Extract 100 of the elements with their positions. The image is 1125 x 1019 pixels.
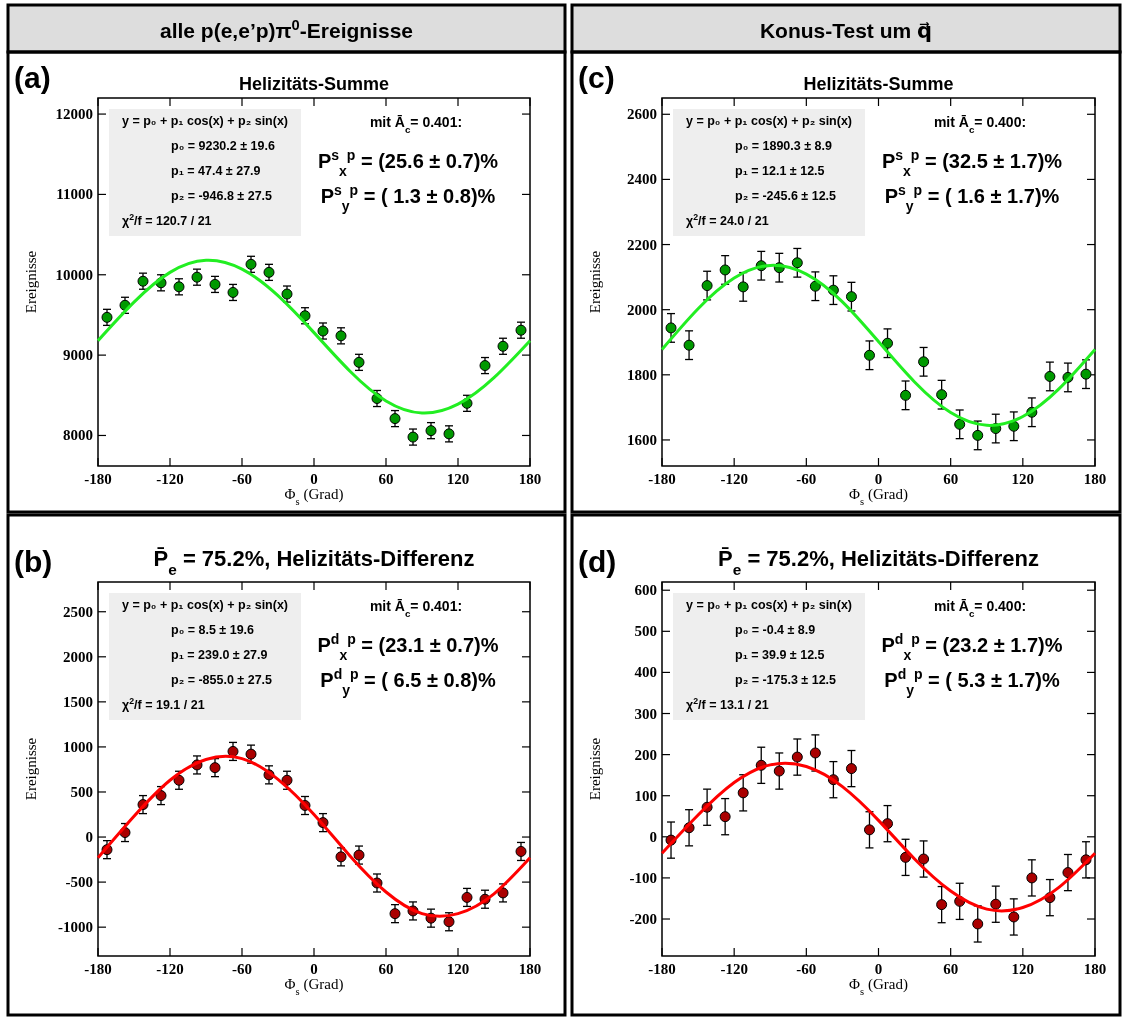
point [353,356,365,368]
point [173,774,185,786]
line-series [660,263,1097,427]
x-tick-label: 180 [1083,961,1107,977]
point [954,418,966,430]
x-tick-label: -120 [720,961,748,977]
x-tick-label: 0 [310,471,318,487]
point [1080,368,1092,380]
point [497,887,509,899]
annotation: y = p₀ + p₁ cos(x) + p₂ sin(x) [121,114,289,128]
x-tick-label: 120 [446,471,470,487]
chart-title: Helizitäts-Summe [238,74,390,94]
y-tick-label: 1800 [627,366,657,383]
text: (b) [14,545,53,578]
annotation: y = p₀ + p₁ cos(x) + p₂ sin(x) [685,114,853,128]
x-tick-label: -60 [796,961,817,977]
x-tick-label: 60 [943,961,959,977]
point [900,389,912,401]
annotation: χ$^{2}$/f = 24.0 / 21 [686,212,769,228]
point [665,322,677,334]
x-tick-label: 120 [446,961,470,977]
y-tick-label: 1000 [63,738,93,755]
point [882,337,894,349]
y-tick-label: -100 [629,869,657,886]
annotation: p₁ = 239.0 ± 27.9 [171,648,268,662]
annotation: p₀ = 9230.2 ± 19.6 [171,139,275,153]
y-tick-label: 2000 [627,301,657,318]
annotation: p₁ = 39.9 ± 12.5 [735,648,825,662]
x-tick-label: 0 [310,961,318,977]
annotation: p₀ = -0.4 ± 8.9 [735,623,816,637]
point [972,918,984,930]
y-tick-label: 200 [634,746,657,763]
point [863,349,875,361]
point [335,851,347,863]
text: (d) [578,545,617,578]
point [281,774,293,786]
line-series [96,258,532,415]
x-tick-label: 120 [1011,471,1035,487]
point [515,845,527,857]
point [936,899,948,911]
point [461,891,473,903]
text: (c) [578,61,615,94]
text: alle p(e,e’p)π$^{0}$-Ereignisse [160,17,413,42]
point [719,811,731,823]
point [245,258,257,270]
annotation: mit Ā$_{c}$= 0.400: [933,114,1027,135]
y-axis-title: Ereignisse [23,737,39,801]
annotation: χ$^{2}$/f = 19.1 / 21 [122,696,205,712]
x-tick-label: -120 [720,471,748,487]
point [389,908,401,920]
annotation: mit Ā$_{c}$= 0.401: [369,598,463,619]
y-tick-label: -500 [65,874,93,891]
annotation: p₁ = 47.4 ± 27.9 [171,164,261,178]
x-tick-label: 60 [378,471,394,487]
point [701,280,713,292]
y-tick-label: 2600 [627,106,657,123]
x-tick-label: 0 [874,471,883,487]
point [1026,872,1038,884]
point [425,425,437,437]
y-tick-label: 9000 [63,347,93,364]
annotation: p₁ = 12.1 ± 12.5 [735,164,825,178]
x-tick-label: 0 [874,961,883,977]
point [845,291,857,303]
point [389,413,401,425]
y-tick-label: 500 [70,783,93,800]
point [263,266,275,278]
y-tick-label: 10000 [55,266,93,283]
y-tick-label: 2000 [63,648,93,665]
annotation: y = p₀ + p₁ cos(x) + p₂ sin(x) [121,598,289,612]
x-axis-title: Φ$_{s}$ (Grad) [284,486,344,507]
point [918,356,930,368]
point [863,824,875,836]
x-tick-label: -120 [156,961,184,977]
x-tick-label: 180 [518,471,542,487]
annotation: mit Ā$_{c}$= 0.400: [933,598,1027,619]
annotation: p₂ = -245.6 ± 12.5 [735,189,837,203]
point [101,311,113,323]
point [719,264,731,276]
annotation: p₂ = -175.3 ± 12.5 [735,673,837,687]
x-axis-title: Φ$_{s}$ (Grad) [284,976,344,997]
point [683,339,695,351]
point [245,748,257,760]
x-tick-label: -60 [796,471,817,487]
y-tick-label: 600 [634,582,657,599]
point [737,787,749,799]
y-tick-label: 0 [649,828,657,845]
point [791,751,803,763]
x-axis-title: Φ$_{s}$ (Grad) [849,976,908,997]
chart-title: P̄$_{e}$ = 75.2%, Helizitäts-Differenz [153,546,475,578]
chart-title: Helizitäts-Summe [803,74,954,94]
x-tick-label: -180 [84,961,112,977]
x-axis-title: Φ$_{s}$ (Grad) [849,486,908,507]
x-tick-label: -180 [648,471,676,487]
x-tick-label: -180 [84,471,112,487]
y-tick-label: 1500 [63,693,93,710]
point [809,280,821,292]
point [773,765,785,777]
point [155,790,167,802]
x-tick-label: 60 [378,961,394,977]
text: Konus-Test um q⃗ [759,19,933,42]
